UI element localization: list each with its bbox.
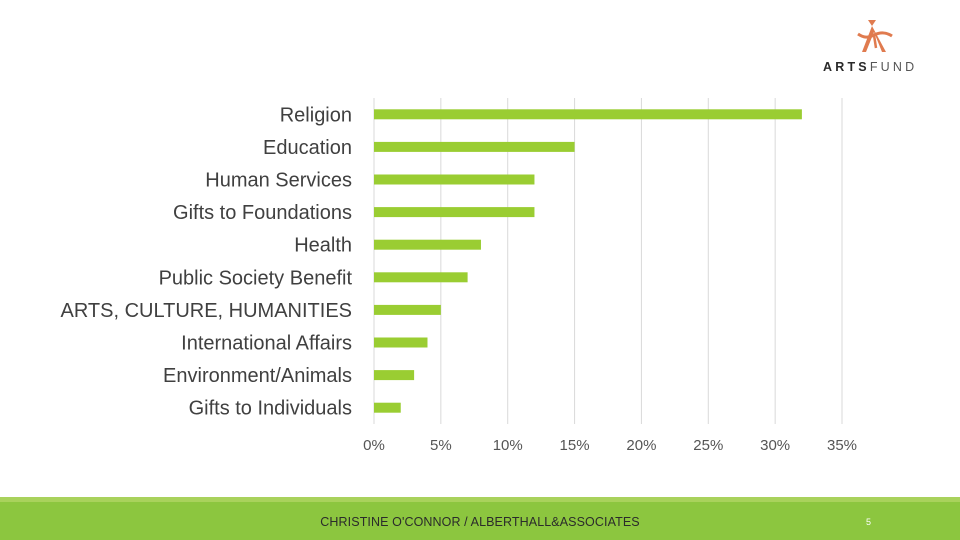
bar <box>374 239 481 250</box>
logo-text-bold: ARTS <box>823 60 870 74</box>
x-tick-label: 30% <box>760 437 790 454</box>
bar <box>374 304 441 315</box>
bar <box>374 337 428 348</box>
x-tick-label: 0% <box>363 437 385 454</box>
category-label: Public Society Benefit <box>159 267 353 289</box>
category-label: Health <box>294 235 352 257</box>
category-label: Education <box>263 137 352 159</box>
logo-text-light: FUND <box>869 60 918 74</box>
artsfund-logo: ARTSFUND <box>820 18 930 76</box>
bar <box>374 141 575 152</box>
bar <box>374 174 535 185</box>
x-tick-label: 15% <box>560 437 590 454</box>
bar <box>374 370 415 381</box>
footer-accent-band <box>0 497 960 502</box>
artsfund-figure-icon <box>857 20 893 52</box>
category-label: Environment/Animals <box>163 365 352 387</box>
category-label: ARTS, CULTURE, HUMANITIES <box>60 300 352 322</box>
bar <box>374 109 802 120</box>
footer-bar: CHRISTINE O'CONNOR / ALBERTHALL&ASSOCIAT… <box>0 502 960 540</box>
category-label: Religion <box>280 104 352 126</box>
logo-wordmark: ARTSFUND <box>823 60 927 74</box>
x-tick-label: 25% <box>693 437 723 454</box>
category-label: Gifts to Individuals <box>189 398 352 420</box>
category-label: International Affairs <box>181 333 352 355</box>
bar <box>374 272 468 283</box>
bar-chart: Religion Education Human Services Gifts to … <box>60 98 857 454</box>
x-tick-label: 10% <box>493 437 523 454</box>
x-tick-label: 5% <box>430 437 452 454</box>
page-number: 5 <box>866 517 872 527</box>
x-tick-label: 20% <box>626 437 656 454</box>
bar <box>374 207 535 218</box>
bar <box>374 402 401 413</box>
x-tick-label: 35% <box>827 437 857 454</box>
category-label: Human Services <box>205 170 352 192</box>
category-label: Gifts to Foundations <box>173 202 352 224</box>
footer-credit: CHRISTINE O'CONNOR / ALBERTHALL&ASSOCIAT… <box>320 515 640 529</box>
